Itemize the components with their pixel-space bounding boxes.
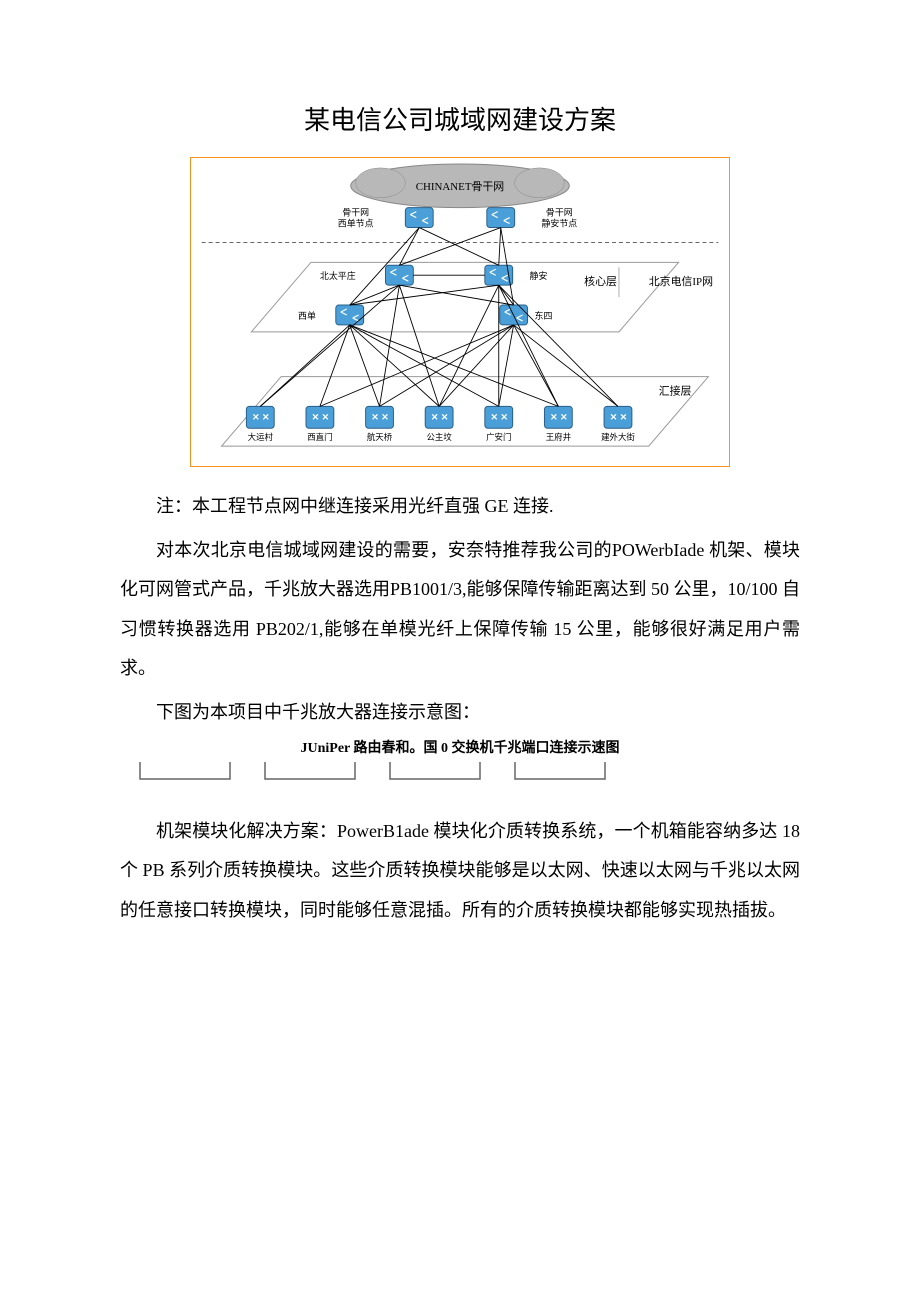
agg-router-1: 西直门 [306, 406, 334, 442]
core-router-xidan: 西单 [298, 305, 364, 325]
svg-text:航天桥: 航天桥 [367, 432, 393, 442]
document-title: 某电信公司城域网建设方案 [120, 100, 800, 137]
agg-router-6: 建外大街 [601, 406, 635, 442]
agg-router-2: 航天桥 [366, 406, 394, 442]
backbone-router-right [487, 208, 515, 228]
svg-text:王府井: 王府井 [546, 432, 571, 442]
backbone-router-left [405, 208, 433, 228]
chinanet-cloud: CHINANET骨干网 [351, 164, 570, 208]
paragraph-1: 对本次北京电信城域网建设的需要，安奈特推荐我公司的POWerbIade 机架、模… [120, 531, 800, 689]
svg-text:东四: 东四 [535, 310, 553, 321]
agg-router-5: 王府井 [544, 406, 572, 442]
agg-router-4: 广安门 [485, 406, 513, 442]
backbone-left-label-1: 骨干网 [342, 208, 369, 218]
aggregation-layer-plane: 汇接层 [222, 377, 709, 447]
paragraph-2: 下图为本项目中千兆放大器连接示意图： [120, 693, 800, 733]
core-router-jingan: 静安 [485, 265, 548, 285]
agg-routers: 大运村 西直门 航天桥 公主坟 广安门 [246, 406, 635, 442]
note-paragraph: 注：本工程节点网中继连接采用光纤直强 GE 连接. [120, 487, 800, 527]
backbone-right-label-1: 骨干网 [546, 208, 573, 218]
backbone-right-label-2: 静安节点 [541, 218, 577, 229]
svg-text:建外大街: 建外大街 [601, 432, 635, 442]
network-topology-diagram: CHINANET骨干网 骨干网 西单节点 骨干网 静安节点 核心层 北京电信IP… [190, 157, 730, 467]
agg-layer-label: 汇接层 [659, 384, 692, 397]
agg-router-0: 大运村 [246, 406, 274, 442]
core-router-dongsi: 东四 [500, 305, 553, 325]
sub-diagram-caption: JUniPer 路由春和。国 0 交换机千兆端口连接示速图 [120, 737, 800, 757]
svg-text:西直门: 西直门 [307, 432, 332, 442]
agg-router-3: 公主坟 [425, 406, 453, 442]
topology-svg: CHINANET骨干网 骨干网 西单节点 骨干网 静安节点 核心层 北京电信IP… [191, 158, 729, 466]
svg-text:广安门: 广安门 [486, 432, 511, 442]
svg-text:北太平庄: 北太平庄 [320, 270, 356, 281]
svg-text:大运村: 大运村 [248, 432, 274, 442]
backbone-left-label-2: 西单节点 [338, 218, 374, 229]
svg-text:西单: 西单 [298, 310, 316, 321]
svg-text:静安: 静安 [530, 270, 548, 281]
bracket-diagram [120, 757, 620, 787]
core-layer-label: 核心层 [584, 274, 617, 288]
cloud-label: CHINANET骨干网 [416, 180, 504, 193]
svg-text:公主坟: 公主坟 [426, 432, 452, 442]
core-router-beitaipingzhuang: 北太平庄 [320, 265, 413, 285]
paragraph-3: 机架模块化解决方案：PowerB1ade 模块化介质转换系统，一个机箱能容纳多达… [120, 812, 800, 931]
beijing-ip-label: 北京电信IP网 [649, 274, 713, 288]
